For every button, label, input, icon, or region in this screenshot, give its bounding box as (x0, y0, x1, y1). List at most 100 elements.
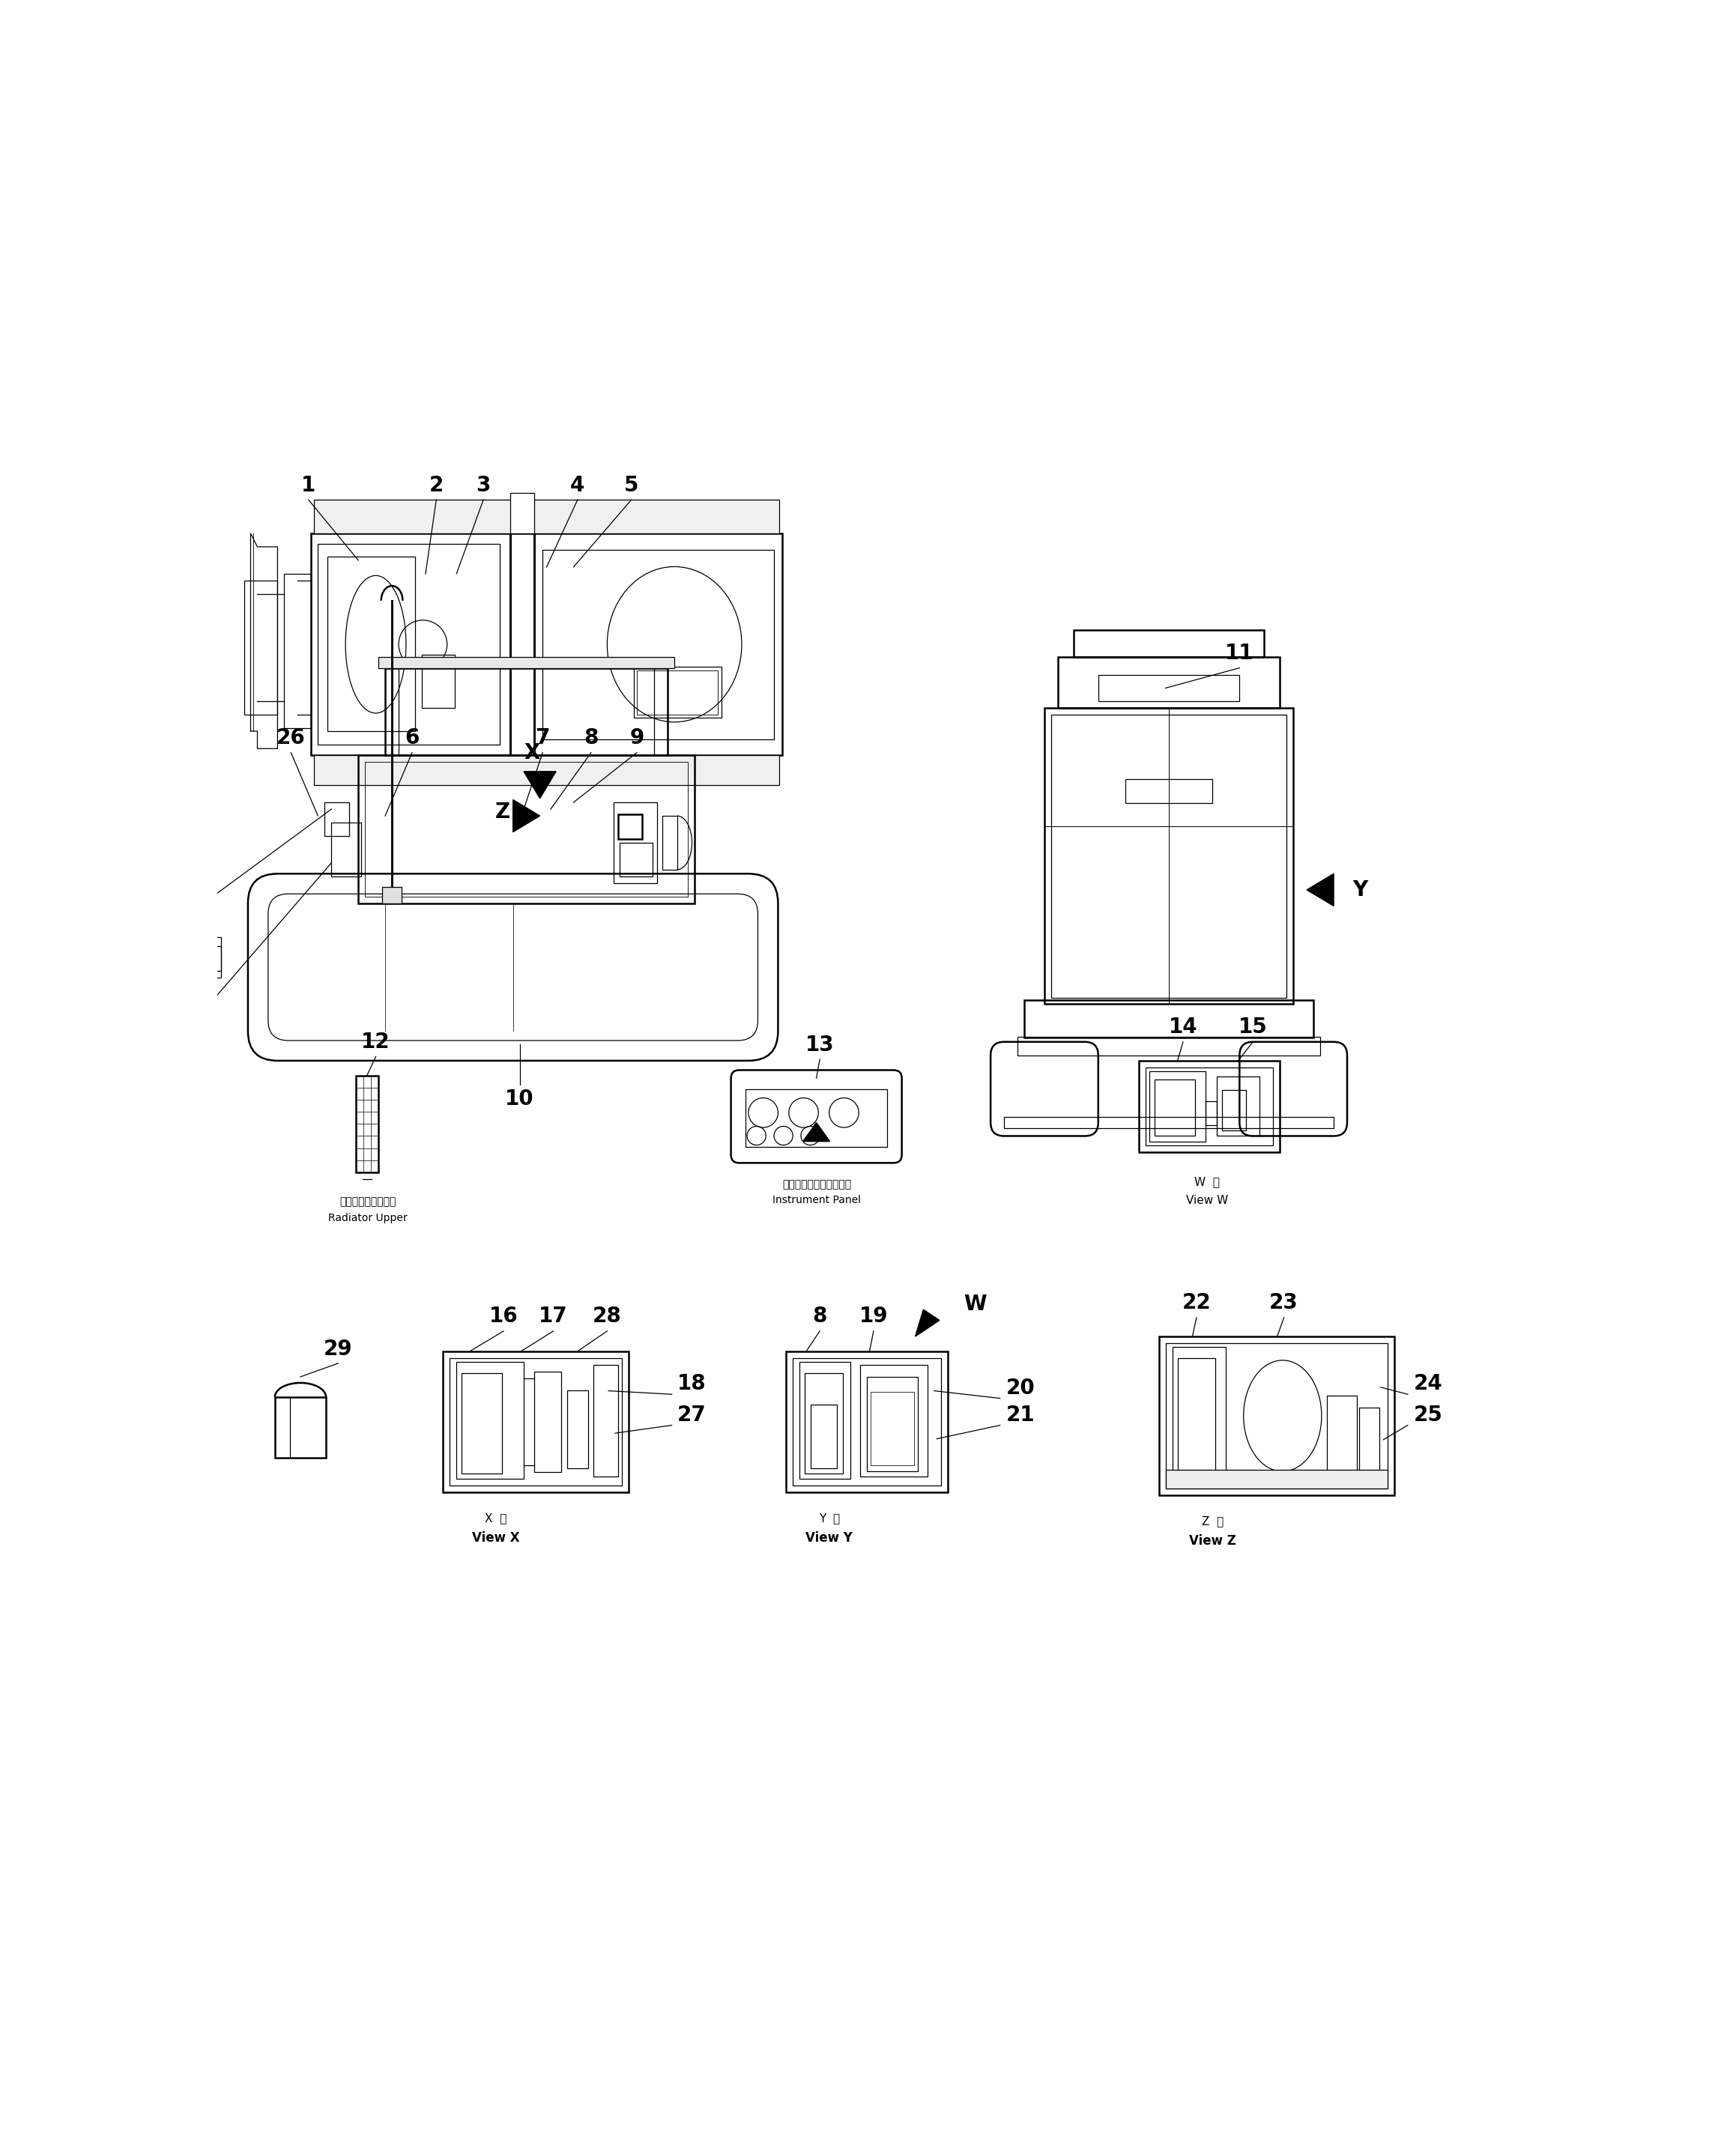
Text: 28: 28 (592, 1307, 621, 1328)
Bar (568, 1390, 589, 1469)
Bar (1099, 675, 1240, 702)
Bar (1172, 1347, 1226, 1482)
Text: 21: 21 (1005, 1405, 1035, 1426)
Bar (746, 1089, 887, 1146)
Text: 17: 17 (538, 1307, 568, 1328)
Bar (811, 1405, 837, 1469)
Bar (422, 655, 455, 709)
Text: 26: 26 (276, 728, 306, 749)
Bar (1125, 779, 1212, 803)
Text: 20: 20 (1005, 1377, 1035, 1398)
Bar (510, 534, 535, 756)
Bar (1045, 709, 1293, 1003)
Bar (543, 549, 774, 739)
Text: 10: 10 (505, 1089, 535, 1108)
Bar (510, 493, 535, 534)
Bar (1017, 1035, 1321, 1055)
Bar (314, 756, 779, 786)
Bar (205, 946, 220, 971)
Text: 6: 6 (404, 728, 420, 749)
Bar (800, 1362, 851, 1480)
Text: 16: 16 (490, 1307, 517, 1328)
Bar (1326, 1396, 1356, 1475)
Text: ラジエータアッパー: ラジエータアッパー (340, 1196, 396, 1206)
Bar (443, 1351, 628, 1492)
Bar (1052, 715, 1286, 997)
Text: 27: 27 (677, 1405, 707, 1426)
Polygon shape (524, 771, 556, 798)
Bar (356, 1076, 378, 1172)
Bar (1146, 1068, 1272, 1146)
Text: Z: Z (495, 801, 510, 822)
Bar (637, 670, 717, 715)
Bar (1165, 1469, 1387, 1488)
Text: W  視: W 視 (1194, 1176, 1220, 1187)
Text: 4: 4 (571, 474, 585, 495)
Bar (118, 948, 132, 963)
Bar (871, 1392, 913, 1465)
Bar (311, 534, 783, 756)
Bar (1003, 1117, 1333, 1127)
Bar (1359, 1407, 1380, 1471)
Polygon shape (915, 1309, 939, 1337)
Polygon shape (1307, 873, 1333, 905)
Polygon shape (514, 801, 540, 833)
Bar (135, 916, 160, 997)
Text: Instrument Panel: Instrument Panel (773, 1196, 861, 1206)
Bar (130, 910, 170, 1003)
Bar (118, 974, 132, 991)
Bar (243, 581, 278, 715)
Bar (378, 658, 674, 668)
Text: 12: 12 (361, 1031, 391, 1053)
Text: View Z: View Z (1189, 1535, 1236, 1548)
Bar (314, 500, 779, 534)
Bar (382, 888, 401, 903)
Bar (786, 1351, 948, 1492)
Bar (1139, 1061, 1279, 1153)
Text: 25: 25 (1413, 1405, 1443, 1426)
Bar (1160, 1337, 1394, 1494)
Text: 8: 8 (583, 728, 599, 749)
Bar (535, 1371, 561, 1473)
Bar (1217, 1076, 1260, 1136)
Bar (1149, 1072, 1207, 1142)
Text: 13: 13 (806, 1033, 835, 1055)
Bar (594, 1364, 618, 1475)
Text: 14: 14 (1168, 1016, 1198, 1038)
Text: 18: 18 (677, 1373, 707, 1394)
Bar (365, 762, 687, 897)
Bar (634, 666, 722, 717)
Bar (450, 1358, 621, 1486)
Text: 3: 3 (476, 474, 491, 495)
Text: 24: 24 (1413, 1373, 1443, 1394)
Bar (1222, 1091, 1246, 1132)
Text: 5: 5 (623, 474, 639, 495)
Bar (866, 1377, 918, 1471)
Bar (1024, 999, 1314, 1038)
Bar (1165, 1343, 1387, 1488)
Bar (318, 544, 500, 745)
Bar (325, 803, 349, 837)
Bar (462, 1373, 502, 1473)
Text: X: X (524, 743, 540, 764)
Bar (457, 1362, 524, 1480)
Text: 23: 23 (1269, 1292, 1299, 1313)
Bar (618, 816, 642, 839)
Text: 2: 2 (429, 474, 444, 495)
Bar (615, 803, 656, 884)
Polygon shape (804, 1123, 830, 1142)
Text: 11: 11 (1226, 643, 1253, 664)
Bar (859, 1364, 927, 1475)
Text: Y: Y (1352, 880, 1368, 901)
Bar (118, 920, 132, 937)
Bar (1075, 630, 1264, 658)
Text: 1: 1 (302, 474, 316, 495)
Text: 19: 19 (859, 1307, 889, 1328)
Bar (385, 668, 668, 756)
Bar (793, 1358, 941, 1486)
Text: 22: 22 (1182, 1292, 1212, 1313)
Bar (358, 756, 694, 903)
Text: View W: View W (1186, 1196, 1229, 1206)
Text: Y  視: Y 視 (819, 1514, 840, 1524)
Text: Z  視: Z 視 (1201, 1516, 1224, 1527)
